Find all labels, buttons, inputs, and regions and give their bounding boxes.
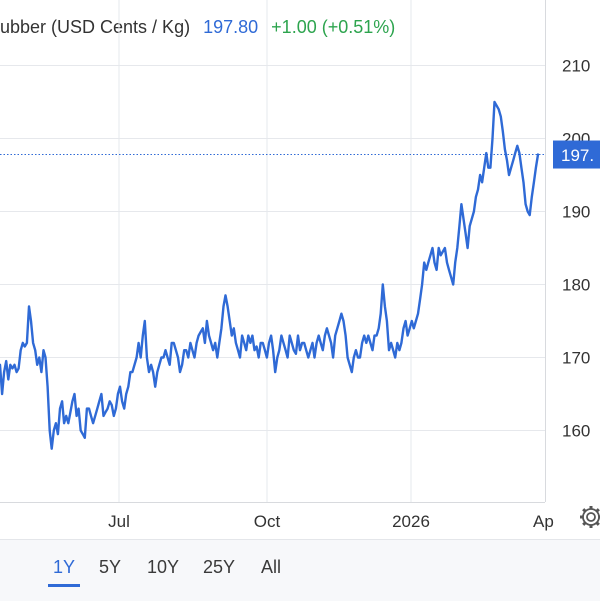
series-line	[0, 100, 540, 450]
x-tick-label: Oct	[254, 512, 281, 531]
range-button-1y[interactable]: 1Y	[48, 550, 80, 587]
x-tick-label: Jul	[108, 512, 130, 531]
gear-icon[interactable]	[578, 504, 600, 530]
grid	[0, 0, 546, 503]
series-layer	[0, 100, 545, 450]
y-tick-label: 160	[562, 421, 590, 440]
range-button-25y[interactable]: 25Y	[202, 557, 236, 577]
x-tick-label: 2026	[392, 512, 430, 531]
last-price-tag	[553, 140, 600, 169]
range-button-all[interactable]: All	[260, 557, 281, 577]
y-tick-label: 180	[562, 275, 590, 294]
y-tick-label: 190	[562, 202, 590, 221]
y-tick-label: 210	[562, 56, 590, 75]
chart-title: ubber (USD Cents / Kg)	[0, 17, 191, 37]
current-price: 197.80	[203, 17, 259, 37]
last-price-label: 197.	[561, 146, 594, 165]
price-tag-layer: 197.	[553, 140, 600, 169]
chart-header: ubber (USD Cents / Kg) 197.80 +1.00 (+0.…	[0, 14, 560, 40]
range-button-10y[interactable]: 10Y	[146, 557, 180, 577]
y-tick-label: 170	[562, 348, 590, 367]
range-button-5y[interactable]: 5Y	[98, 557, 122, 577]
price-change: +1.00 (+0.51%)	[271, 17, 396, 37]
x-tick-label: Ap	[533, 512, 554, 531]
range-selector: 1Y 5Y 10Y 25Y All	[0, 539, 600, 601]
